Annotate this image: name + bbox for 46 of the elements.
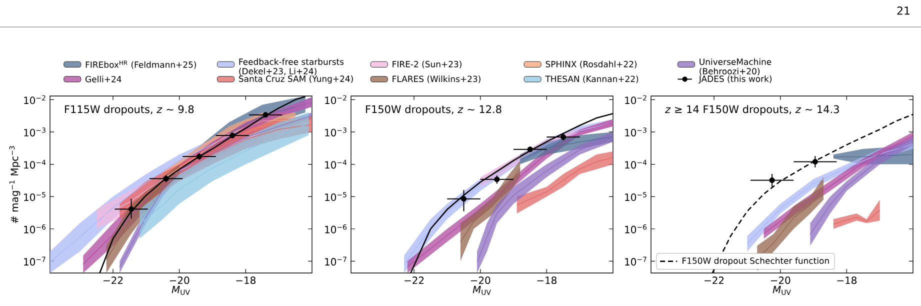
legend-label: Feedback-free starbursts (Dekel+23, Li+24) <box>239 58 344 76</box>
y-tick-label: 10$^{−4}$ <box>625 160 647 169</box>
legend-label: F150W dropout Schechter function <box>682 257 829 266</box>
y-tick-label: 10$^{−5}$ <box>325 192 346 201</box>
y-tick-label: 10$^{−3}$ <box>625 128 646 136</box>
y-tick-label: 10$^{−6}$ <box>625 224 647 234</box>
legend-label: Gelli+24 <box>86 76 122 82</box>
legend-label: THESAN (Kannan+22) <box>545 76 638 84</box>
y-tick-label: 10$^{−7}$ <box>24 256 46 266</box>
legend-label: JADES (this work) <box>698 75 772 84</box>
legend-label: SPHINX (Rosdahl+22) <box>546 60 637 68</box>
x-tick-label: −22 <box>104 276 123 284</box>
y-tick-label: 10$^{−5}$ <box>625 192 646 201</box>
x-axis-title: M$_{UV}$ <box>472 286 491 295</box>
x-tick-label: −18 <box>537 276 557 284</box>
legend-label: FIRE-2 (Sun+23) <box>392 60 462 68</box>
text: z ≥ 14 F150W dropouts, z ~ 14.3 <box>664 105 839 116</box>
y-tick-label: 10$^{−2}$ <box>24 95 46 104</box>
text: F115W dropouts, z ~ 9.8 <box>65 105 194 116</box>
y-tick-label: 10$^{−2}$ <box>325 95 346 104</box>
y-tick-label: 10$^{−7}$ <box>625 256 646 266</box>
y-tick-label: 10$^{−4}$ <box>325 160 347 169</box>
x-tick-label: −22 <box>404 276 424 284</box>
y-tick-label: 10$^{−4}$ <box>24 160 46 169</box>
x-axis-title: M$_{UV}$ <box>172 286 190 295</box>
text: F150W dropouts, z ~ 12.8 <box>366 105 502 116</box>
x-tick-label: −20 <box>170 276 190 284</box>
y-tick-label: 10$^{−6}$ <box>325 224 347 234</box>
y-tick-label: 10$^{−3}$ <box>24 128 46 136</box>
y-tick-label: 10$^{−6}$ <box>24 224 46 234</box>
x-axis-title: M$_{UV}$ <box>772 286 791 295</box>
x-tick-label: −20 <box>470 276 490 284</box>
y-tick-label: 10$^{−2}$ <box>625 95 646 104</box>
y-tick-label: 10$^{−3}$ <box>325 128 346 136</box>
x-tick-label: −20 <box>770 276 790 284</box>
legend-label: FLARES (Wilkins+23) <box>392 76 480 84</box>
text: 21 <box>897 6 910 15</box>
x-tick-label: −18 <box>236 276 256 284</box>
legend-label: UniverseMachine (Behroozi+20) <box>700 58 772 76</box>
y-tick-label: 10$^{−5}$ <box>24 192 46 201</box>
legend-label: FIREbox$^{HR}$ (Feldmann+25) <box>86 60 196 69</box>
y-axis-title: # mag$^{−1}$ Mpc$^{−3}$ <box>9 146 20 224</box>
legend-label: Santa Cruz SAM (Yung+24) <box>239 75 353 84</box>
x-tick-label: −18 <box>837 276 857 284</box>
y-tick-label: 10$^{−7}$ <box>325 256 346 266</box>
x-tick-label: −22 <box>704 276 724 284</box>
